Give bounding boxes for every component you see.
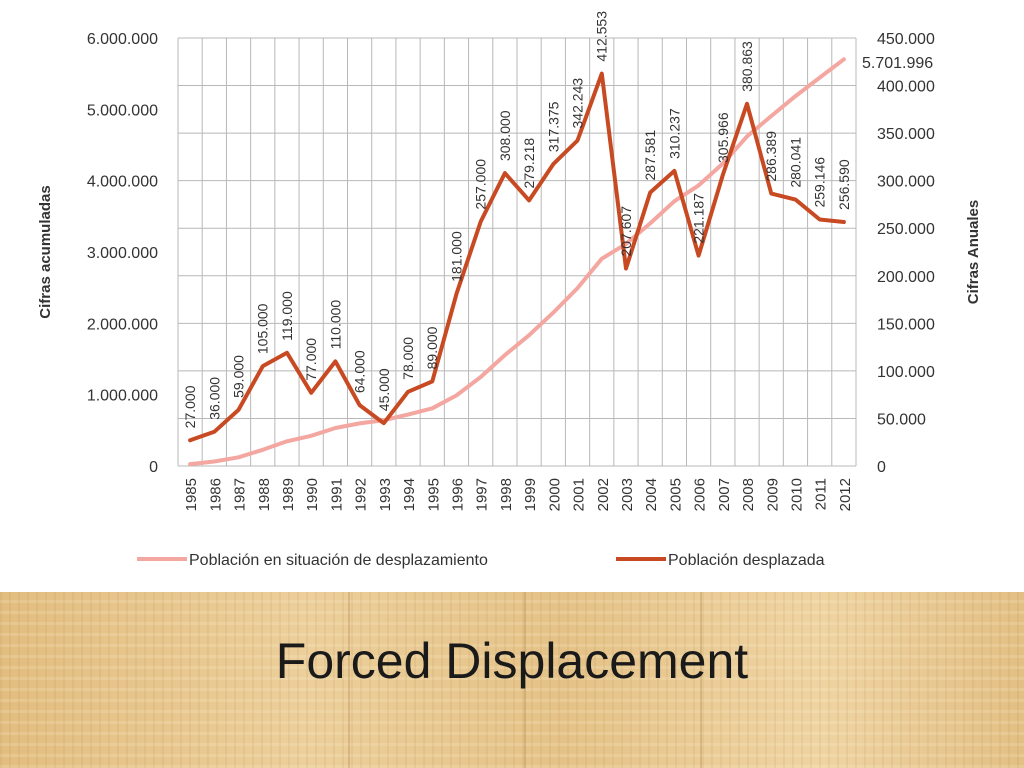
right-tick-label: 350.000: [877, 126, 935, 143]
x-tick-label: 1992: [353, 478, 370, 511]
data-label-annual: 342.243: [570, 78, 586, 129]
data-label-annual: 280.041: [787, 137, 803, 188]
data-label-annual: 412.553: [594, 11, 610, 62]
x-tick-label: 1997: [474, 478, 491, 511]
x-tick-label: 1998: [498, 478, 515, 511]
right-tick-label: 50.000: [877, 411, 926, 428]
left-tick-label: 1.000.000: [87, 388, 158, 405]
series-line-cumulative: [188, 57, 846, 467]
left-tick-label: 2.000.000: [87, 316, 158, 333]
right-tick-label: 0: [877, 459, 886, 476]
data-label-annual: 27.000: [182, 385, 198, 428]
right-tick-label: 400.000: [877, 79, 935, 96]
data-label-annual: 89.000: [424, 326, 440, 369]
title-banner: Forced Displacement: [0, 592, 1024, 768]
series: [188, 57, 846, 467]
x-tick-label: 1990: [304, 478, 321, 511]
x-tick-label: 2000: [546, 478, 563, 511]
left-tick-label: 4.000.000: [87, 174, 158, 191]
right-axis-title: Cifras Anuales: [965, 200, 982, 304]
x-tick-label: 2009: [764, 478, 781, 511]
legend-label-cumulative: Población en situación de desplazamiento: [189, 552, 488, 569]
data-label-annual: 305.966: [715, 112, 731, 163]
right-tick-label: 300.000: [877, 174, 935, 191]
left-axis-title: Cifras acumuladas: [37, 185, 54, 318]
data-label-annual: 105.000: [255, 303, 271, 354]
right-axis-ticks: 0 50.000 100.000 150.000 200.000 250.000 300.0…: [877, 31, 935, 476]
banner-seam: [524, 592, 526, 768]
right-tick-label: 250.000: [877, 221, 935, 238]
x-tick-label: 2007: [716, 478, 733, 511]
left-tick-label: 6.000.000: [87, 31, 158, 48]
data-label-annual: 310.237: [666, 108, 682, 159]
slide-title: Forced Displacement: [275, 633, 749, 689]
x-tick-label: 1993: [377, 478, 394, 511]
data-label-annual: 181.000: [448, 231, 464, 282]
legend-label-annual: Población desplazada: [668, 552, 825, 569]
legend: Población en situación de desplazamiento…: [137, 552, 825, 569]
x-tick-label: 2006: [692, 478, 709, 511]
left-axis-ticks: 0 1.000.000 2.000.000 3.000.000 4.000.000 5.0…: [87, 31, 158, 476]
x-tick-label: 2008: [740, 478, 757, 511]
data-label-annual: 287.581: [642, 130, 658, 181]
chart-area: 0 1.000.000 2.000.000 3.000.000 4.000.000 5.0…: [37, 10, 982, 569]
data-label-annual: 119.000: [279, 291, 295, 341]
data-label-annual: 45.000: [376, 368, 392, 411]
x-tick-label: 1999: [522, 478, 539, 511]
right-tick-label: 200.000: [877, 269, 935, 286]
x-tick-label: 1994: [401, 478, 418, 511]
data-label-annual: 279.218: [521, 138, 537, 189]
x-tick-label: 1988: [256, 478, 273, 511]
data-label-annual: 59.000: [231, 355, 247, 398]
left-tick-label: 3.000.000: [87, 245, 158, 262]
x-tick-label: 1986: [207, 478, 224, 511]
data-label-annual: 259.146: [812, 157, 828, 208]
x-tick-label: 1985: [183, 478, 200, 511]
data-label-annual: 317.375: [545, 101, 561, 152]
data-label-annual: 64.000: [352, 350, 368, 393]
data-label-annual: 257.000: [473, 159, 489, 210]
x-tick-label: 2002: [595, 478, 612, 511]
grid: [177, 37, 857, 467]
right-tick-label: 150.000: [877, 316, 935, 333]
left-tick-label: 5.000.000: [87, 102, 158, 119]
x-tick-label: 2005: [667, 478, 684, 511]
data-label-annual: 207.607: [618, 206, 634, 257]
data-label-annual: 77.000: [303, 338, 319, 381]
banner-seam: [348, 592, 350, 768]
series-line-annual: [188, 71, 846, 443]
data-label-annual: 380.863: [739, 41, 755, 92]
data-label-annual: 78.000: [400, 337, 416, 380]
x-tick-label: 1995: [425, 478, 442, 511]
left-tick-label: 0: [149, 459, 158, 476]
x-tick-label: 1991: [328, 478, 345, 511]
banner-seam: [700, 592, 702, 768]
x-tick-label: 2011: [813, 478, 830, 510]
data-label-annual: 221.187: [691, 193, 707, 244]
x-tick-label: 2010: [788, 478, 805, 511]
right-tick-label: 450.000: [877, 31, 935, 48]
data-label-annual: 308.000: [497, 110, 513, 161]
cumulative-end-label: 5.701.996: [862, 55, 933, 72]
x-tick-label: 1996: [449, 478, 466, 511]
x-tick-label: 1987: [232, 478, 249, 511]
x-tick-label: 1989: [280, 478, 297, 511]
data-label-annual: 286.389: [763, 131, 779, 182]
x-tick-label: 2003: [619, 478, 636, 511]
x-axis-ticks: 1985 1986 1987 1988 1989 1990 1991 1992 1993 1994…: [183, 478, 854, 511]
x-tick-label: 2012: [837, 478, 854, 511]
x-tick-label: 2001: [571, 478, 588, 511]
data-label-annual: 110.000: [327, 300, 343, 350]
x-tick-label: 2004: [643, 478, 660, 511]
right-tick-label: 100.000: [877, 364, 935, 381]
data-label-annual: 256.590: [836, 159, 852, 210]
data-labels: 27.000 36.000 59.000 105.000 119.000 77.000 11…: [182, 11, 852, 429]
data-label-annual: 36.000: [206, 377, 222, 420]
displacement-line-chart: 0 1.000.000 2.000.000 3.000.000 4.000.000 5.0…: [37, 11, 982, 569]
